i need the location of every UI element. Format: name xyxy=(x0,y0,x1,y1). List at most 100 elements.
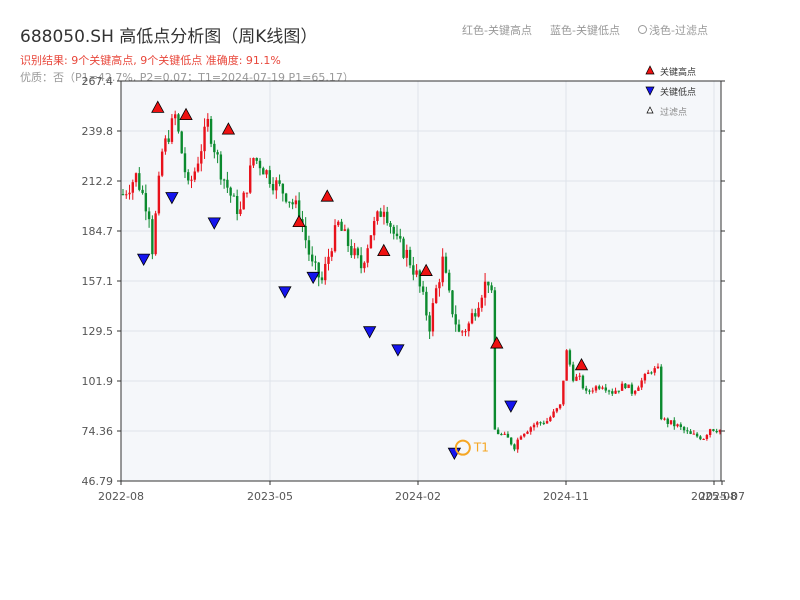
candle-up xyxy=(614,390,617,394)
candle-down xyxy=(425,291,428,316)
candle-up xyxy=(627,384,630,389)
candle-down xyxy=(386,211,389,224)
candle-up xyxy=(519,436,523,440)
x-tick-label: 2025-08 xyxy=(691,490,737,503)
candle-down xyxy=(235,196,239,215)
candle-up xyxy=(578,375,581,377)
high-marker xyxy=(179,107,193,121)
candle-down xyxy=(630,384,634,394)
candle-up xyxy=(294,200,298,205)
candle-down xyxy=(444,256,448,273)
y-tick-label: 129.5 xyxy=(82,325,114,338)
candle-up xyxy=(470,313,474,324)
candle-up xyxy=(552,411,555,418)
candle-down xyxy=(340,221,343,231)
candle-up xyxy=(275,180,278,191)
candle-down xyxy=(346,229,350,247)
candle-up xyxy=(164,138,167,152)
low-marker xyxy=(278,286,292,299)
candle-down xyxy=(209,118,213,144)
candle-down xyxy=(509,437,513,445)
candle-up xyxy=(128,192,131,195)
candle-up xyxy=(575,376,578,381)
x-tick-label: 2024-02 xyxy=(395,490,441,503)
candle-up xyxy=(562,380,565,405)
candle-down xyxy=(219,154,223,180)
candle-down xyxy=(539,422,542,424)
candle-up xyxy=(415,270,418,275)
high-marker xyxy=(292,214,306,227)
candle-down xyxy=(167,138,170,142)
candle-up xyxy=(157,175,161,214)
t1-circle xyxy=(454,439,471,456)
candle-down xyxy=(715,430,718,433)
candle-down xyxy=(428,315,431,332)
candle-down xyxy=(588,390,591,392)
x-tick-label: 2022-08 xyxy=(98,490,144,503)
candle-up xyxy=(516,439,519,450)
high-marker xyxy=(419,263,433,276)
candle-up xyxy=(477,307,480,317)
candle-up xyxy=(193,171,196,180)
candle-up xyxy=(558,404,562,409)
candle-down xyxy=(255,157,258,161)
candle-up xyxy=(134,173,138,183)
candle-down xyxy=(262,168,265,175)
candle-up xyxy=(483,281,487,298)
candle-up xyxy=(633,390,637,394)
candle-down xyxy=(151,219,154,255)
candle-up xyxy=(441,256,444,283)
candle-down xyxy=(493,290,497,430)
candle-down xyxy=(500,434,503,436)
low-marker xyxy=(362,326,377,339)
candle-down xyxy=(310,254,314,262)
candle-up xyxy=(676,424,679,427)
candle-up xyxy=(467,323,470,332)
candle-up xyxy=(154,213,157,255)
candle-down xyxy=(418,270,422,287)
candle-down xyxy=(673,420,676,427)
candle-down xyxy=(402,238,405,258)
candle-down xyxy=(679,424,683,428)
result-summary: 识别结果: 9个关键高点, 9个关键低点 准确度: 91.1% xyxy=(20,54,281,67)
candle-up xyxy=(196,163,200,172)
candle-up xyxy=(203,126,206,152)
candle-down xyxy=(304,225,307,241)
candle-down xyxy=(712,429,715,431)
candle-down xyxy=(281,183,285,194)
candle-up xyxy=(692,433,696,435)
candle-down xyxy=(571,364,575,381)
candle-down xyxy=(408,249,412,266)
candle-down xyxy=(695,433,699,437)
candle-up xyxy=(565,350,568,381)
candle-up xyxy=(353,248,356,256)
candle-up xyxy=(434,288,438,304)
candle-down xyxy=(350,246,353,256)
candle-up xyxy=(369,235,373,249)
candle-down xyxy=(585,388,588,391)
candle-up xyxy=(669,420,673,424)
candle-down xyxy=(222,179,226,181)
low-marker xyxy=(136,253,151,266)
candle-down xyxy=(278,180,281,184)
candle-down xyxy=(650,372,653,374)
candle-up xyxy=(708,429,712,435)
y-tick-label: 212.2 xyxy=(82,175,114,188)
candle-down xyxy=(288,201,291,203)
candle-up xyxy=(405,249,408,258)
y-tick-label: 239.8 xyxy=(82,125,114,138)
low-marker xyxy=(207,217,221,230)
legend-red-label: 红色-关键高点 xyxy=(462,24,532,37)
candle-down xyxy=(454,314,457,325)
candle-up xyxy=(702,438,705,440)
candle-up xyxy=(464,331,467,333)
x-tick-label: 2024-11 xyxy=(543,490,589,503)
candle-up xyxy=(594,386,598,391)
candle-up xyxy=(461,331,464,333)
candle-up xyxy=(503,433,506,435)
candle-down xyxy=(598,386,601,389)
candle-down xyxy=(399,236,402,239)
candle-down xyxy=(317,262,320,278)
candle-up xyxy=(532,424,536,428)
candle-down xyxy=(451,290,454,315)
